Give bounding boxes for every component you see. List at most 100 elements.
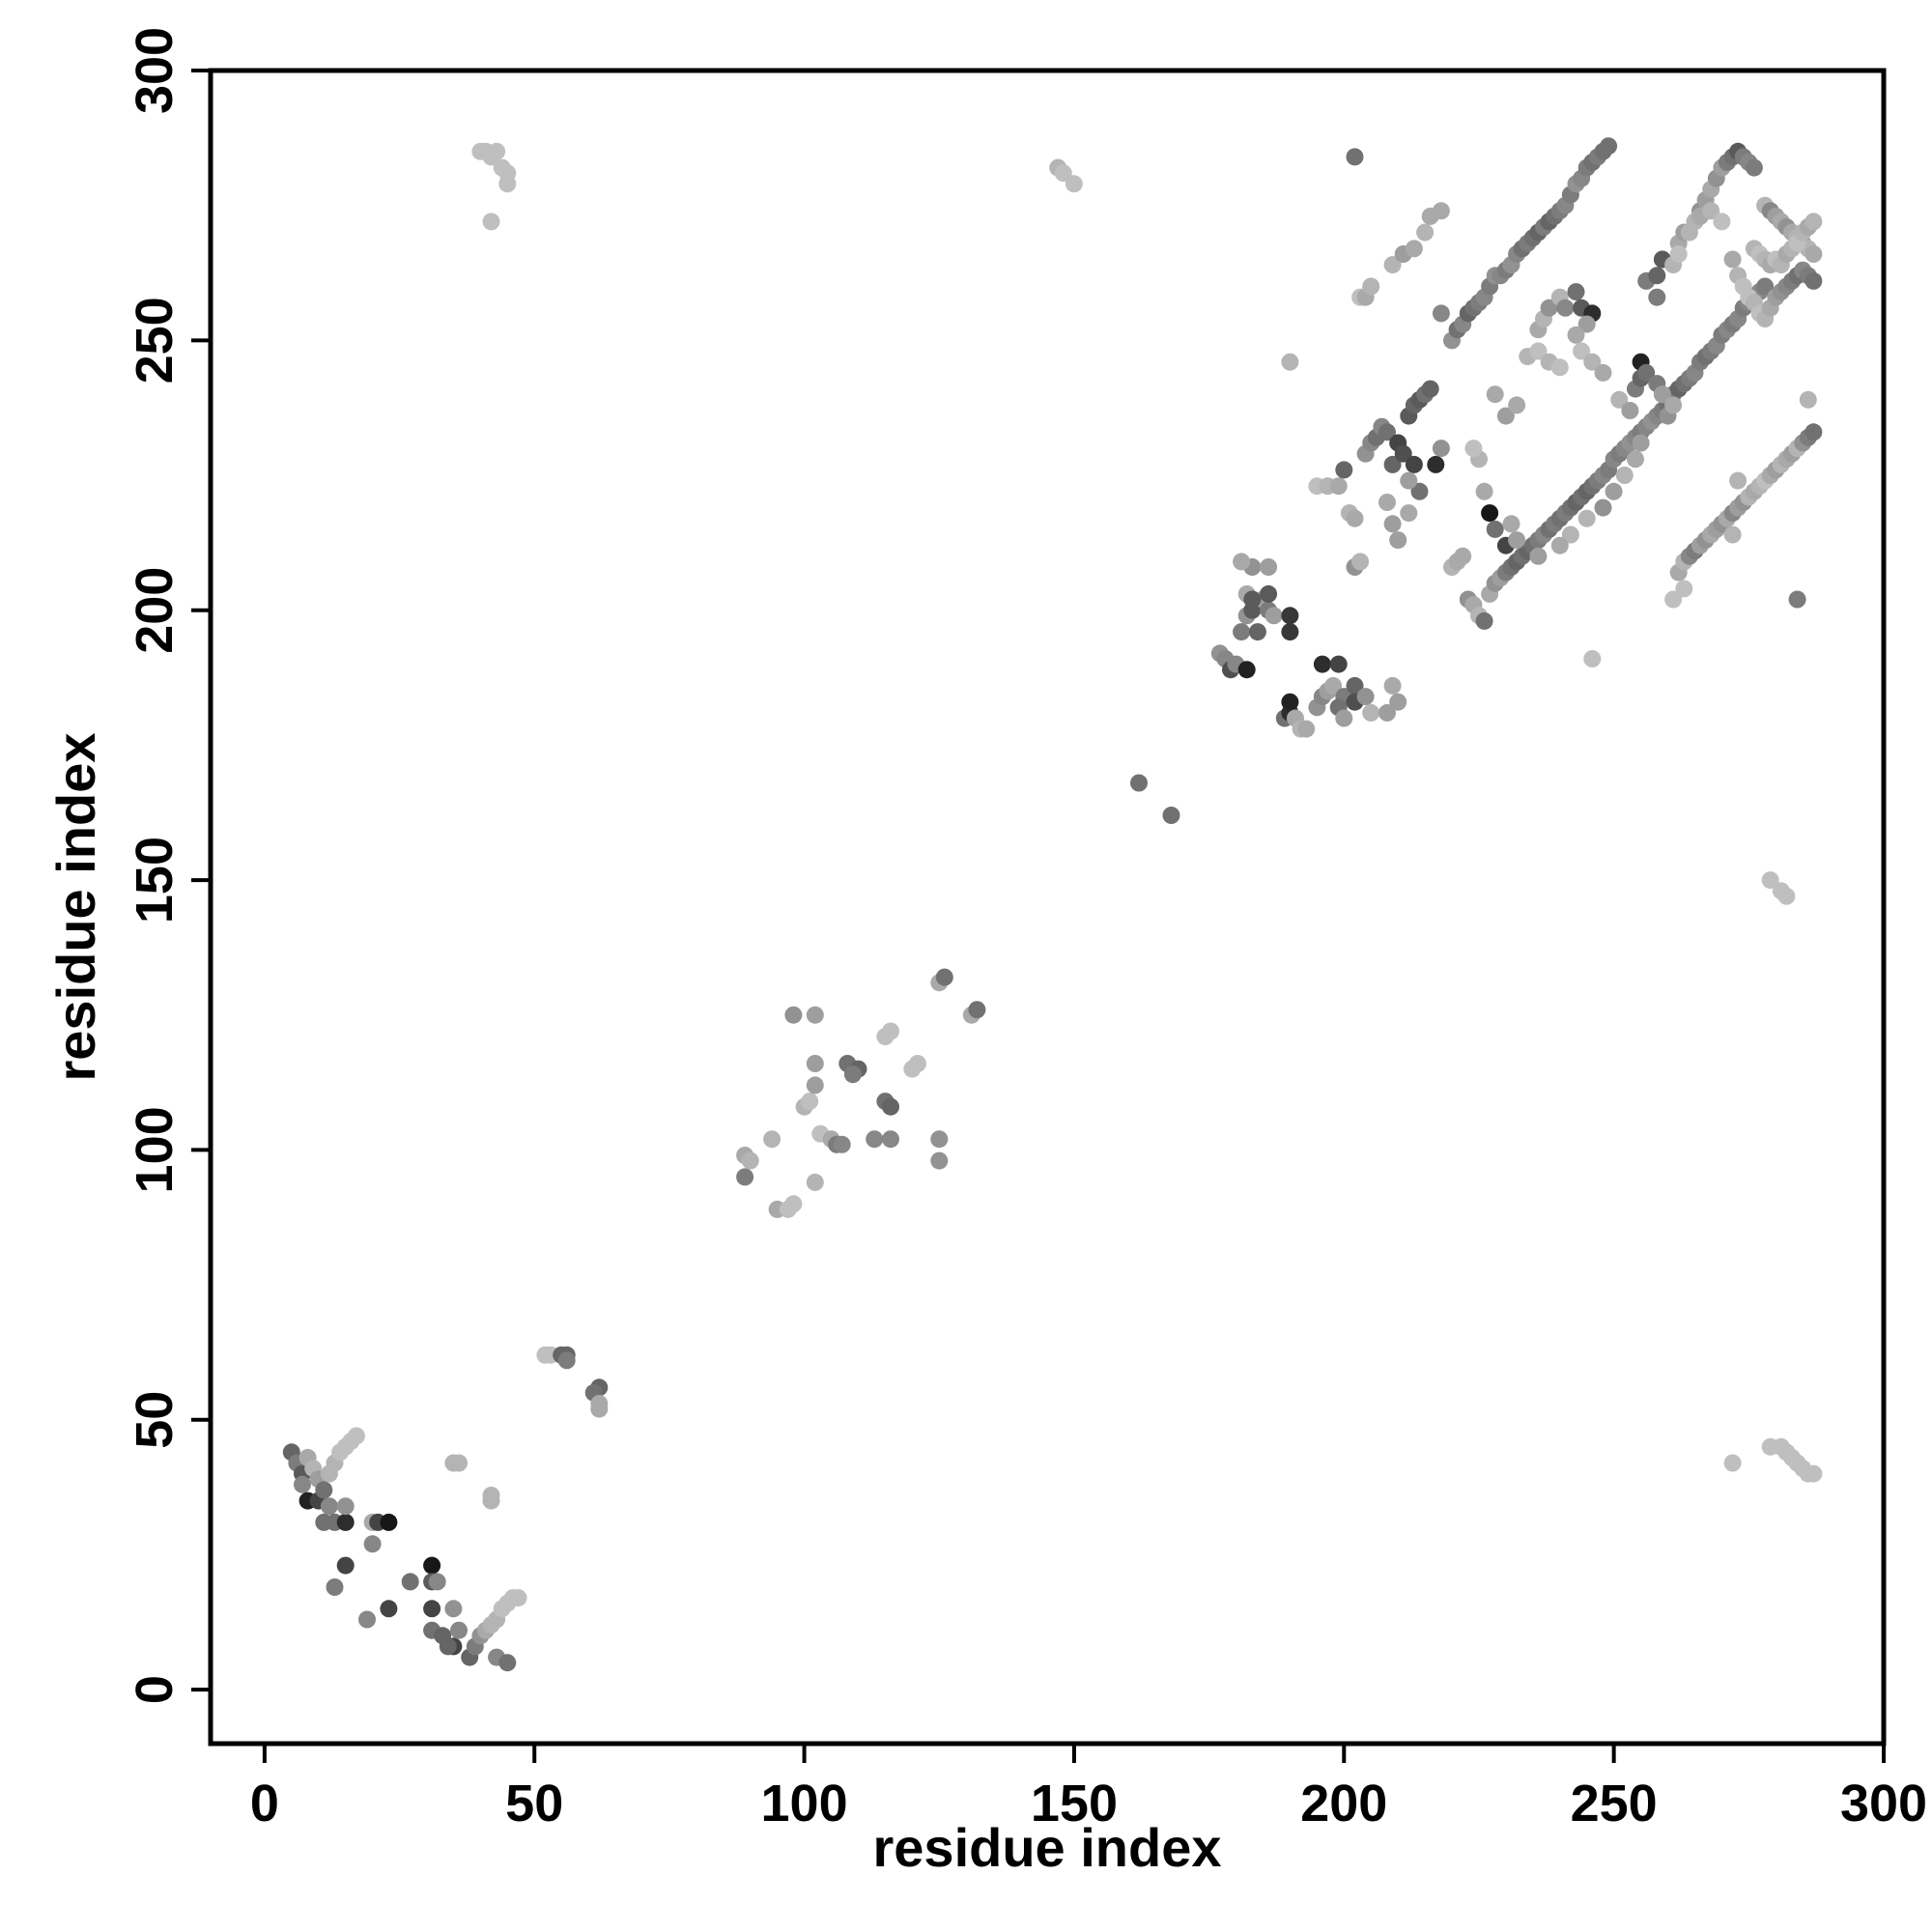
contact-point <box>1723 1454 1742 1472</box>
contact-point <box>380 1600 398 1618</box>
contact-point <box>326 1578 344 1596</box>
contact-point <box>1383 676 1402 695</box>
contact-point <box>336 1556 355 1575</box>
x-tick-label: 250 <box>1571 1775 1658 1833</box>
contact-point <box>741 1151 759 1170</box>
contact-point <box>1540 298 1558 317</box>
contact-point <box>1648 267 1666 285</box>
contact-point <box>1777 887 1796 905</box>
contact-point <box>1675 580 1693 598</box>
y-tick-label: 100 <box>126 1106 184 1193</box>
contact-point <box>294 1475 311 1493</box>
y-tick-label: 0 <box>126 1675 184 1704</box>
contact-point <box>1680 223 1698 242</box>
contact-point <box>1475 611 1493 630</box>
contact-point <box>1054 164 1072 183</box>
contact-point <box>1378 423 1396 441</box>
contact-point <box>488 142 506 160</box>
contact-point <box>1799 390 1817 409</box>
contact-point <box>806 1076 824 1094</box>
y-tick-label: 250 <box>126 297 184 384</box>
contact-point <box>1346 676 1364 695</box>
contact-point <box>1723 250 1742 269</box>
contact-point <box>1702 202 1720 220</box>
contact-point <box>423 1600 441 1618</box>
contact-point <box>1583 650 1602 668</box>
contact-point <box>1761 871 1779 890</box>
contact-point <box>1329 655 1348 673</box>
contact-point <box>1653 385 1671 404</box>
contact-point <box>358 1610 376 1629</box>
contact-point <box>1351 553 1370 571</box>
contact-point <box>320 1497 338 1516</box>
x-axis-label: residue index <box>872 1817 1221 1878</box>
contact-point <box>1729 471 1747 490</box>
contact-point <box>1529 342 1548 360</box>
contact-point <box>1745 158 1763 177</box>
contact-point <box>1669 245 1688 263</box>
contact-point <box>935 968 953 986</box>
contact-point <box>1664 396 1683 414</box>
contact-point <box>1648 288 1666 306</box>
contact-point <box>428 1573 446 1591</box>
contact-point <box>1237 661 1256 679</box>
contact-point <box>1421 380 1439 398</box>
contact-point <box>1556 298 1575 317</box>
y-tick-label: 150 <box>126 837 184 923</box>
y-tick-label: 50 <box>126 1391 184 1449</box>
contact-point <box>1383 256 1402 274</box>
contact-point <box>1804 213 1823 231</box>
contact-point <box>1573 342 1591 360</box>
contact-point <box>1281 623 1299 641</box>
contact-point <box>498 175 517 193</box>
x-tick-label: 100 <box>761 1775 848 1833</box>
contact-point <box>1637 363 1656 382</box>
contact-point <box>347 1427 365 1445</box>
contact-point <box>1400 471 1418 490</box>
contact-point <box>1475 482 1493 500</box>
contact-point <box>763 1130 781 1149</box>
contact-point <box>1405 240 1423 258</box>
contact-point <box>1432 202 1450 220</box>
contact-point <box>439 1637 457 1656</box>
contact-point <box>843 1065 862 1084</box>
x-tick-label: 50 <box>505 1775 563 1833</box>
contact-point <box>1389 693 1407 711</box>
contact-point <box>1383 515 1402 533</box>
contact-point <box>444 1600 463 1618</box>
contact-point <box>1405 455 1423 473</box>
contact-point <box>1346 509 1364 527</box>
contact-point <box>882 1130 899 1149</box>
x-tick-label: 300 <box>1840 1775 1927 1833</box>
contact-point <box>1162 807 1180 824</box>
contact-point <box>1243 590 1262 609</box>
contact-point <box>1329 477 1348 496</box>
contact-point <box>1496 407 1515 425</box>
contact-point <box>1610 390 1629 409</box>
contact-point <box>590 1400 609 1418</box>
contact-point <box>1383 455 1402 473</box>
contact-point <box>1713 213 1731 231</box>
contact-point <box>1550 358 1569 377</box>
contact-point <box>450 1621 468 1639</box>
contact-point <box>968 1001 986 1019</box>
contact-point <box>1621 402 1639 419</box>
contact-point <box>1130 774 1148 792</box>
y-axis-label: residue index <box>45 732 106 1081</box>
contact-point <box>1260 584 1278 603</box>
contact-point <box>1260 558 1278 576</box>
contact-point <box>1233 553 1251 571</box>
contact-point <box>1324 676 1343 695</box>
contact-point <box>801 1093 819 1111</box>
contact-point <box>1605 482 1623 500</box>
contact-point <box>336 1497 355 1516</box>
contact-point <box>1632 434 1650 452</box>
x-tick-label: 150 <box>1031 1775 1118 1833</box>
contact-point <box>1400 504 1418 523</box>
contact-point <box>930 1151 949 1170</box>
contact-point <box>1410 482 1429 500</box>
contact-point <box>315 1481 333 1499</box>
contact-point <box>1394 444 1412 463</box>
contact-point <box>882 1097 899 1116</box>
